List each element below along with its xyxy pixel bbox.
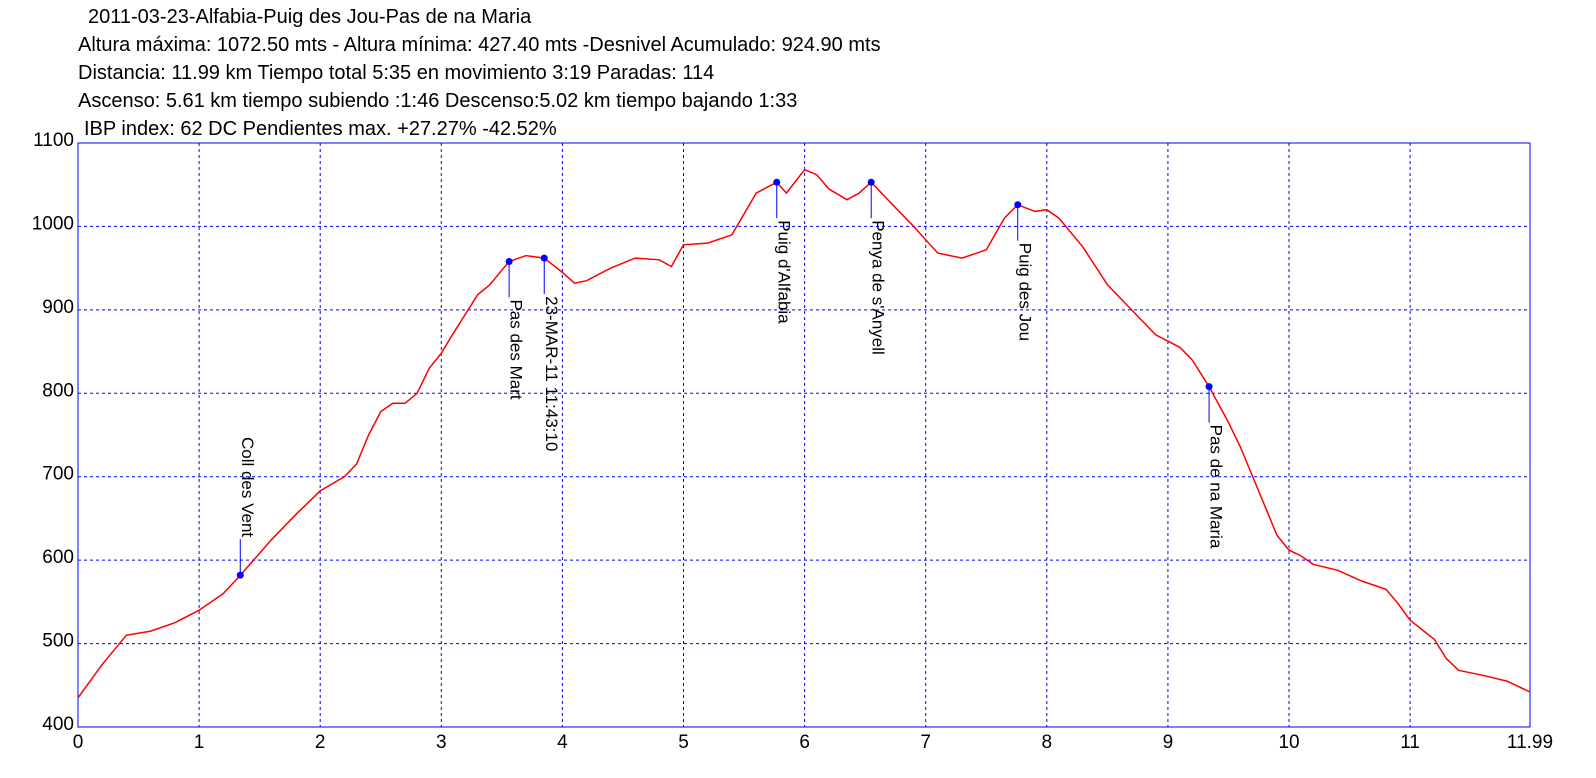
x-tick-label: 3 xyxy=(436,732,447,753)
elevation-line xyxy=(77,168,1531,699)
subtitle: Altura máxima: 1072.50 mts - Altura míni… xyxy=(78,34,881,56)
waypoint-label: Puig d'Alfabia xyxy=(774,220,793,324)
waypoint-marker xyxy=(236,571,244,579)
x-tick-label: 9 xyxy=(1163,732,1174,753)
subtitle: Distancia: 11.99 km Tiempo total 5:35 en… xyxy=(78,62,714,84)
waypoint-label: Puig des Jou xyxy=(1015,243,1034,341)
x-tick-label: 11.99 xyxy=(1507,732,1553,753)
x-tick-label: 0 xyxy=(73,732,84,753)
x-tick-label: 6 xyxy=(799,732,810,753)
y-tick-label: 600 xyxy=(42,547,74,568)
y-tick-label: 1000 xyxy=(32,213,74,234)
x-tick-label: 11 xyxy=(1400,732,1420,753)
waypoint-marker xyxy=(867,178,875,186)
x-tick-label: 8 xyxy=(1042,732,1053,753)
subtitle: Ascenso: 5.61 km tiempo subiendo :1:46 D… xyxy=(78,90,797,112)
waypoint-label: Penya de s'Anyell xyxy=(869,220,888,355)
x-tick-label: 5 xyxy=(678,732,689,753)
waypoint-label: Pas des Mart xyxy=(507,299,526,399)
waypoint-marker xyxy=(1014,201,1022,209)
x-tick-label: 4 xyxy=(557,732,568,753)
waypoint-label: Pas de na Maria xyxy=(1207,425,1226,549)
y-tick-label: 1100 xyxy=(33,130,74,151)
x-tick-label: 10 xyxy=(1278,732,1299,753)
x-tick-label: 7 xyxy=(920,732,931,753)
y-tick-label: 400 xyxy=(42,714,74,735)
plot-frame xyxy=(77,142,1531,728)
y-tick-label: 900 xyxy=(42,297,74,318)
chart-title: 2011-03-23-Alfabia-Puig des Jou-Pas de n… xyxy=(88,6,532,28)
y-tick-label: 800 xyxy=(42,380,74,401)
waypoint-label: Coll des Vent xyxy=(238,437,257,537)
waypoint-marker xyxy=(773,178,781,186)
x-tick-label: 1 xyxy=(194,732,205,753)
x-tick-label: 2 xyxy=(315,732,326,753)
y-tick-label: 500 xyxy=(42,631,74,652)
y-tick-label: 700 xyxy=(42,464,74,485)
waypoint-marker xyxy=(540,254,548,262)
waypoint-marker xyxy=(505,257,513,265)
waypoint-marker xyxy=(1205,383,1213,391)
subtitle: IBP index: 62 DC Pendientes max. +27.27%… xyxy=(84,118,557,140)
waypoint-label: 23-MAR-11 11:43:10 xyxy=(542,296,561,451)
